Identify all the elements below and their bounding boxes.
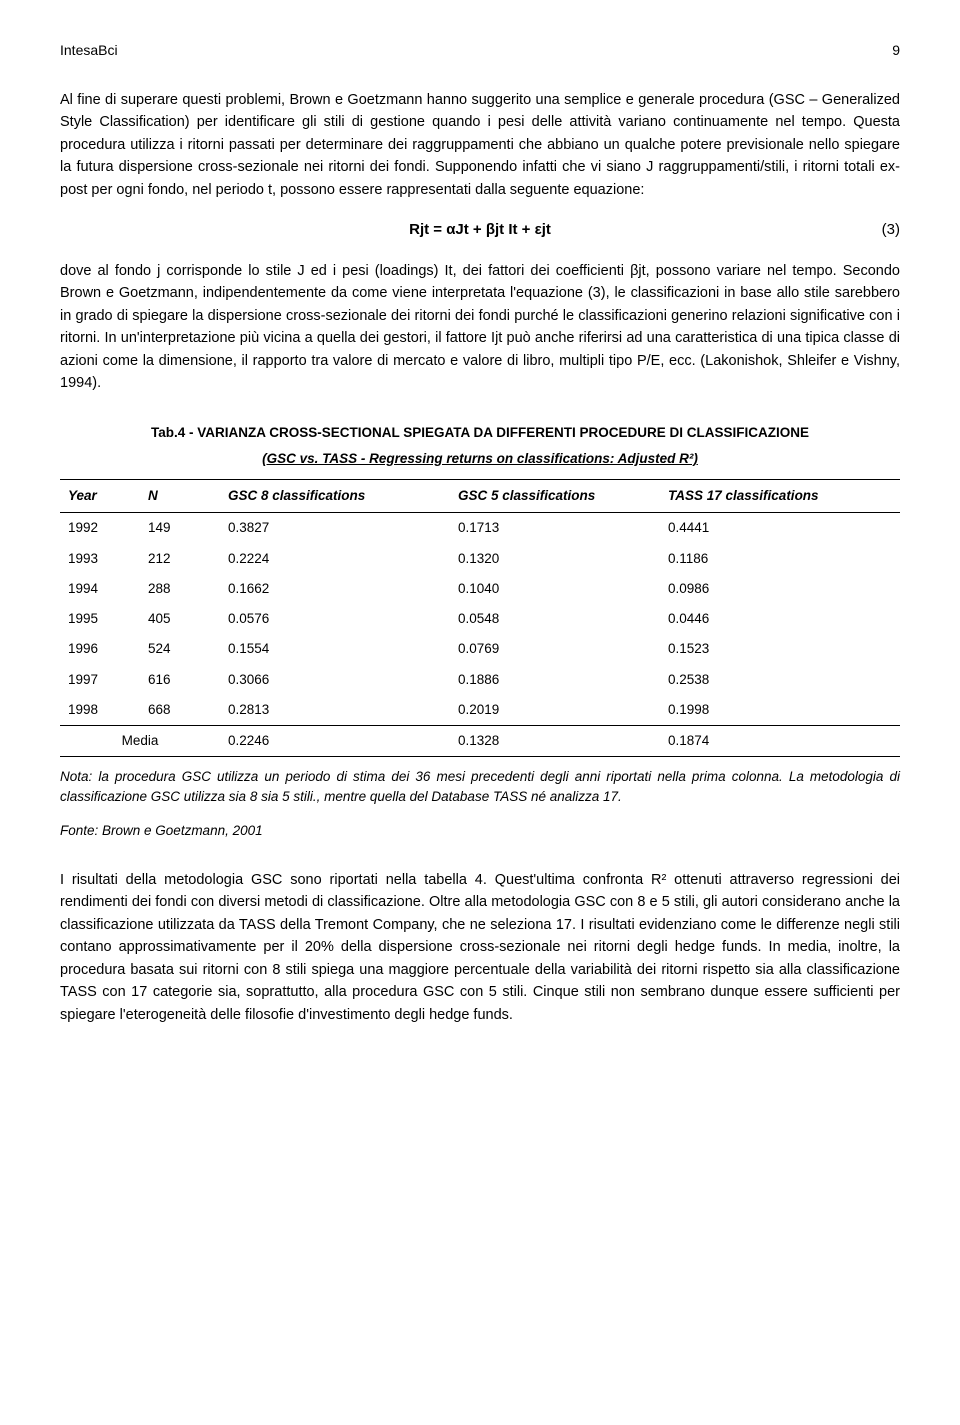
cell-gsc5: 0.0769 [450, 634, 660, 664]
equation-text: Rjt = αJt + βjt It + εjt [100, 219, 860, 242]
cell-gsc8: 0.3066 [220, 665, 450, 695]
col-n: N [140, 480, 220, 513]
table-source: Fonte: Brown e Goetzmann, 2001 [60, 821, 900, 841]
page-header: IntesaBci 9 [60, 40, 900, 61]
cell-gsc8: 0.2224 [220, 544, 450, 574]
cell-gsc8: 0.1554 [220, 634, 450, 664]
paragraph-3: I risultati della metodologia GSC sono r… [60, 869, 900, 1026]
paragraph-1: Al fine di superare questi problemi, Bro… [60, 89, 900, 201]
classification-table: Year N GSC 8 classifications GSC 5 class… [60, 479, 900, 757]
cell-gsc8: 0.3827 [220, 513, 450, 544]
cell-media-label: Media [60, 726, 220, 757]
table-row: 1996 524 0.1554 0.0769 0.1523 [60, 634, 900, 664]
table-subtitle: (GSC vs. TASS - Regressing returns on cl… [60, 449, 900, 469]
cell-tass17: 0.1523 [660, 634, 900, 664]
cell-gsc5: 0.1886 [450, 665, 660, 695]
table-row: 1997 616 0.3066 0.1886 0.2538 [60, 665, 900, 695]
paragraph-2: dove al fondo j corrisponde lo stile J e… [60, 260, 900, 395]
cell-tass17: 0.1998 [660, 695, 900, 726]
col-gsc5: GSC 5 classifications [450, 480, 660, 513]
col-gsc8: GSC 8 classifications [220, 480, 450, 513]
table-title: Tab.4 - VARIANZA CROSS-SECTIONAL SPIEGAT… [60, 423, 900, 443]
cell-year: 1993 [60, 544, 140, 574]
table-row: 1995 405 0.0576 0.0548 0.0446 [60, 604, 900, 634]
cell-n: 288 [140, 574, 220, 604]
header-page-number: 9 [892, 40, 900, 61]
cell-n: 616 [140, 665, 220, 695]
cell-year: 1996 [60, 634, 140, 664]
cell-gsc5: 0.0548 [450, 604, 660, 634]
table-header-row: Year N GSC 8 classifications GSC 5 class… [60, 480, 900, 513]
table-row: 1994 288 0.1662 0.1040 0.0986 [60, 574, 900, 604]
cell-media-gsc5: 0.1328 [450, 726, 660, 757]
table-note: Nota: la procedura GSC utilizza un perio… [60, 767, 900, 806]
table-row: 1992 149 0.3827 0.1713 0.4441 [60, 513, 900, 544]
cell-n: 149 [140, 513, 220, 544]
equation-number: (3) [860, 219, 900, 242]
header-left: IntesaBci [60, 40, 118, 61]
cell-gsc8: 0.0576 [220, 604, 450, 634]
cell-year: 1992 [60, 513, 140, 544]
cell-gsc8: 0.2813 [220, 695, 450, 726]
table-media-row: Media 0.2246 0.1328 0.1874 [60, 726, 900, 757]
cell-media-gsc8: 0.2246 [220, 726, 450, 757]
col-tass17: TASS 17 classifications [660, 480, 900, 513]
cell-gsc8: 0.1662 [220, 574, 450, 604]
cell-tass17: 0.0986 [660, 574, 900, 604]
col-year: Year [60, 480, 140, 513]
cell-year: 1994 [60, 574, 140, 604]
cell-tass17: 0.1186 [660, 544, 900, 574]
cell-gsc5: 0.2019 [450, 695, 660, 726]
cell-tass17: 0.0446 [660, 604, 900, 634]
cell-n: 524 [140, 634, 220, 664]
cell-gsc5: 0.1320 [450, 544, 660, 574]
cell-gsc5: 0.1713 [450, 513, 660, 544]
cell-year: 1995 [60, 604, 140, 634]
cell-n: 668 [140, 695, 220, 726]
equation-3: Rjt = αJt + βjt It + εjt (3) [60, 219, 900, 242]
cell-media-tass17: 0.1874 [660, 726, 900, 757]
cell-n: 405 [140, 604, 220, 634]
cell-n: 212 [140, 544, 220, 574]
table-row: 1993 212 0.2224 0.1320 0.1186 [60, 544, 900, 574]
cell-tass17: 0.4441 [660, 513, 900, 544]
cell-gsc5: 0.1040 [450, 574, 660, 604]
cell-year: 1997 [60, 665, 140, 695]
table-row: 1998 668 0.2813 0.2019 0.1998 [60, 695, 900, 726]
cell-year: 1998 [60, 695, 140, 726]
cell-tass17: 0.2538 [660, 665, 900, 695]
